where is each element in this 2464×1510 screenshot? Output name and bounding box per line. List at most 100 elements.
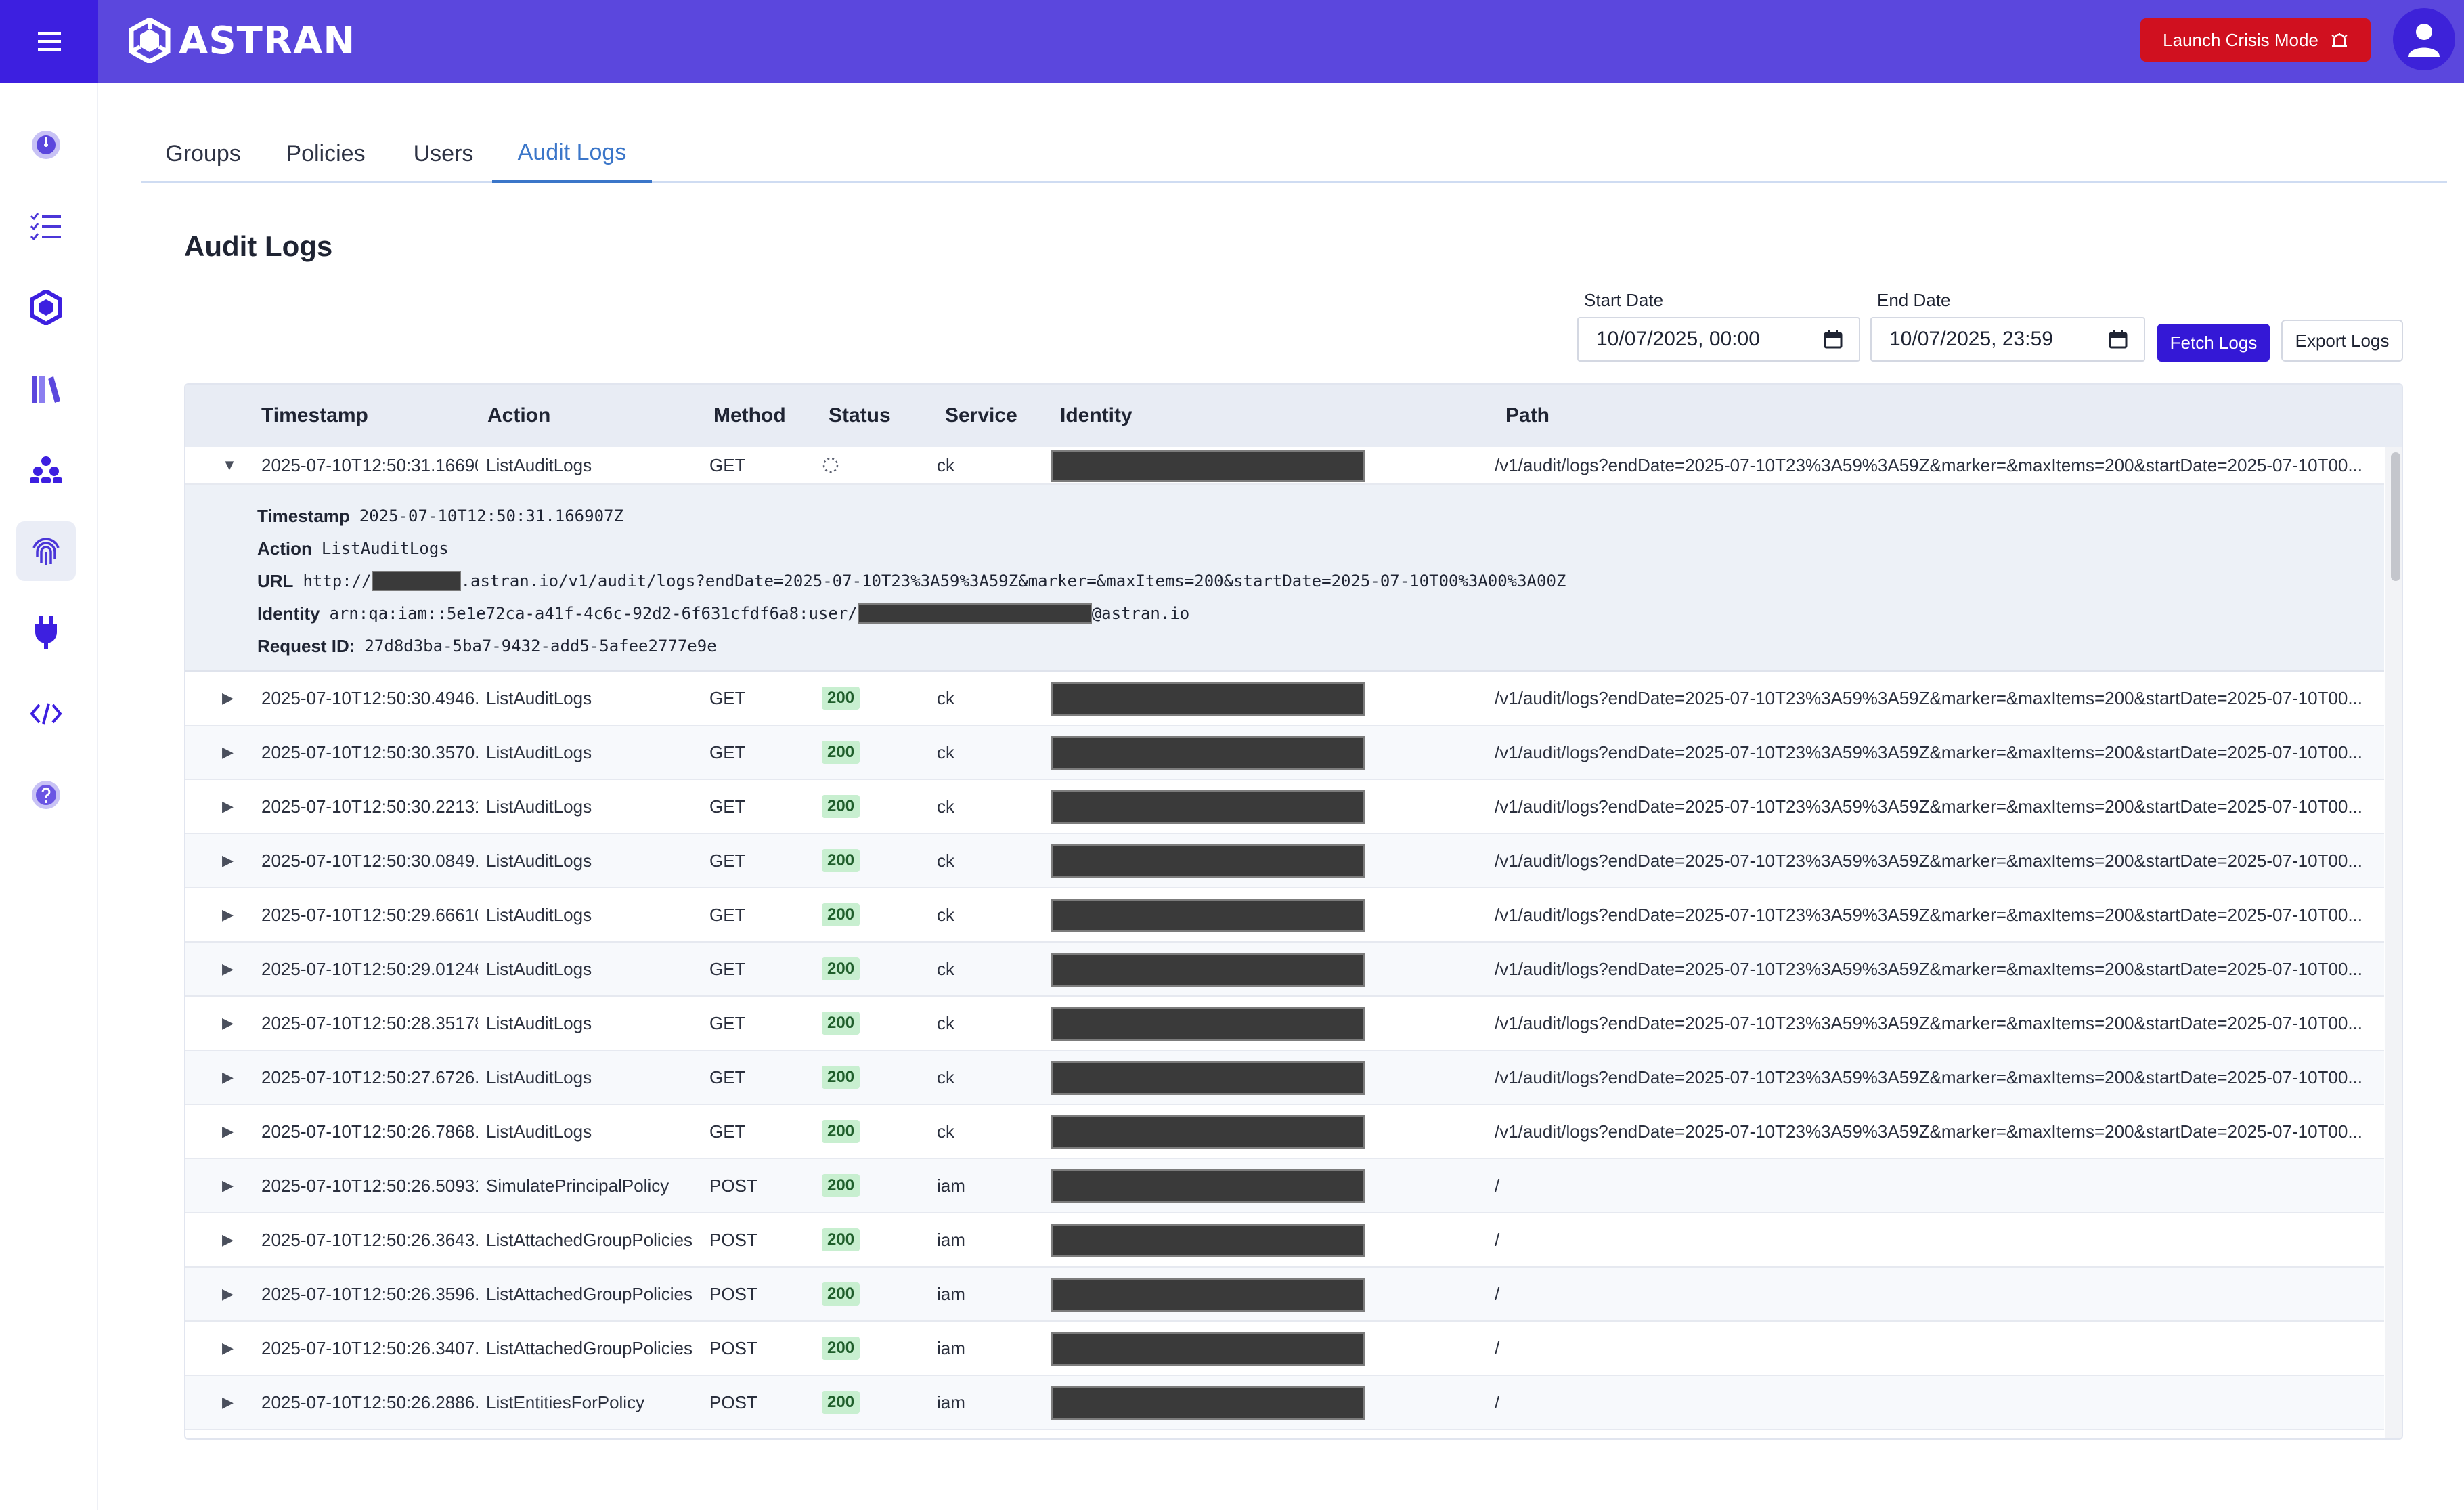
table-row[interactable]: ▶ 2025-07-10T12:50:26.3407... ListAttached… bbox=[185, 1322, 2384, 1376]
detail-url: URL http:// .astran.io/v1/audit/logs?end… bbox=[257, 565, 2384, 597]
col-action[interactable]: Action bbox=[487, 404, 551, 427]
cell-action: ListEntitiesForPolicy bbox=[486, 1392, 645, 1412]
fetch-logs-button[interactable]: Fetch Logs bbox=[2157, 324, 2270, 362]
col-timestamp[interactable]: Timestamp bbox=[261, 404, 368, 427]
col-service[interactable]: Service bbox=[945, 404, 1017, 427]
cell-service: iam bbox=[937, 1337, 965, 1358]
hamburger-menu-button[interactable] bbox=[0, 0, 98, 83]
expand-toggle-icon[interactable]: ▶ bbox=[222, 960, 234, 977]
cell-service: ck bbox=[937, 741, 954, 762]
identity-redacted bbox=[1051, 1007, 1365, 1041]
expand-toggle-icon[interactable]: ▶ bbox=[222, 852, 234, 869]
col-identity[interactable]: Identity bbox=[1060, 404, 1132, 427]
detail-key: Identity bbox=[257, 603, 320, 624]
cell-timestamp: 2025-07-10T12:50:26.7868... bbox=[261, 1121, 478, 1142]
cell-service: iam bbox=[937, 1229, 965, 1250]
expand-toggle-icon[interactable]: ▶ bbox=[222, 1394, 234, 1410]
sidebar-item-organization[interactable] bbox=[16, 440, 76, 500]
table-row[interactable]: ▶ 2025-07-10T12:50:30.4946... ListAuditLog… bbox=[185, 672, 2384, 726]
expand-toggle-icon[interactable]: ▶ bbox=[222, 1177, 234, 1194]
cell-method: GET bbox=[709, 1121, 746, 1142]
sidebar-item-integrations[interactable] bbox=[16, 603, 76, 662]
table-row[interactable]: ▶ 2025-07-10T12:50:28.35178... ListAuditLo… bbox=[185, 997, 2384, 1051]
sidebar-item-tasks[interactable] bbox=[16, 196, 76, 256]
hexagon-network-icon bbox=[30, 290, 62, 325]
cell-service: iam bbox=[937, 1392, 965, 1412]
cell-path: / bbox=[1495, 1229, 1500, 1250]
expand-toggle-icon[interactable]: ▶ bbox=[222, 1014, 234, 1031]
sidebar-item-help[interactable] bbox=[16, 765, 76, 825]
tab-policies[interactable]: Policies bbox=[286, 140, 366, 167]
start-date-input[interactable]: 10/07/2025, 00:00 bbox=[1577, 317, 1860, 362]
expand-toggle-icon[interactable]: ▶ bbox=[222, 1123, 234, 1140]
export-logs-button[interactable]: Export Logs bbox=[2281, 320, 2403, 362]
table-row-expanded[interactable]: ▼ 2025-07-10T12:50:31.16690... ListAudit… bbox=[185, 447, 2384, 485]
end-date-input[interactable]: 10/07/2025, 23:59 bbox=[1870, 317, 2145, 362]
identity-redacted bbox=[1051, 1278, 1365, 1312]
expand-toggle-icon[interactable]: ▶ bbox=[222, 743, 234, 760]
cell-timestamp: 2025-07-10T12:50:31.16690... bbox=[261, 454, 478, 475]
sidebar-item-network[interactable] bbox=[16, 278, 76, 337]
url-host-redacted bbox=[371, 571, 461, 591]
status-badge: 200 bbox=[822, 849, 860, 872]
table-row[interactable]: ▶ 2025-07-10T12:50:30.0849... ListAuditLog… bbox=[185, 834, 2384, 888]
table-row[interactable]: ▶ 2025-07-10T12:50:29.66610... ListAuditLo… bbox=[185, 888, 2384, 943]
expand-toggle-icon[interactable]: ▶ bbox=[222, 1231, 234, 1248]
table-row[interactable]: ▶ 2025-07-10T12:50:29.01246... ListAuditLo… bbox=[185, 943, 2384, 997]
table-row[interactable]: ▶ 2025-07-10T12:50:26.50931... SimulatePri… bbox=[185, 1159, 2384, 1213]
cell-status: 200 bbox=[822, 943, 923, 995]
sidebar-item-developer[interactable] bbox=[16, 684, 76, 743]
table-row[interactable]: ▶ 2025-07-10T12:50:26.3596... ListAttached… bbox=[185, 1268, 2384, 1322]
cell-timestamp: 2025-07-10T12:50:26.2886... bbox=[261, 1392, 478, 1412]
sidebar bbox=[0, 83, 98, 1510]
tab-users[interactable]: Users bbox=[413, 140, 474, 167]
cell-action: ListAuditLogs bbox=[486, 1012, 592, 1033]
status-badge: 200 bbox=[822, 687, 860, 710]
table-row[interactable]: ▶ 2025-07-10T12:50:26.3643... ListAttached… bbox=[185, 1213, 2384, 1268]
sidebar-item-library[interactable] bbox=[16, 359, 76, 418]
cell-timestamp: 2025-07-10T12:50:30.22131... bbox=[261, 796, 478, 817]
audit-log-table: Timestamp Action Method Status Service I… bbox=[184, 383, 2403, 1440]
table-row[interactable]: ▶ 2025-07-10T12:50:30.22131... ListAuditLo… bbox=[185, 780, 2384, 834]
expand-toggle-icon[interactable]: ▶ bbox=[222, 1339, 234, 1356]
expand-toggle-icon[interactable]: ▶ bbox=[222, 689, 234, 706]
identity-redacted bbox=[1051, 450, 1365, 482]
expand-toggle-icon[interactable]: ▶ bbox=[222, 906, 234, 923]
expand-toggle-icon[interactable]: ▶ bbox=[222, 1285, 234, 1302]
identity-redacted bbox=[1051, 682, 1365, 716]
detail-value: http:// bbox=[303, 571, 372, 590]
cell-status: 200 bbox=[822, 672, 923, 725]
launch-crisis-mode-button[interactable]: Launch Crisis Mode bbox=[2140, 18, 2371, 62]
tab-audit-logs[interactable]: Audit Logs bbox=[492, 125, 652, 183]
user-avatar[interactable] bbox=[2393, 8, 2455, 70]
tab-groups[interactable]: Groups bbox=[165, 140, 241, 167]
org-hierarchy-icon bbox=[30, 456, 62, 483]
sidebar-item-dashboard[interactable] bbox=[16, 115, 76, 175]
status-badge: 200 bbox=[822, 1337, 860, 1360]
cell-path: /v1/audit/logs?endDate=2025-07-10T23%3A5… bbox=[1495, 1066, 2362, 1087]
table-row[interactable]: ▶ 2025-07-10T12:50:26.7868... ListAuditLog… bbox=[185, 1105, 2384, 1159]
astran-logo[interactable]: ASTRAN bbox=[129, 16, 355, 65]
logo-text: ASTRAN bbox=[179, 18, 356, 63]
expand-toggle-icon[interactable]: ▶ bbox=[222, 1069, 234, 1085]
expand-toggle-icon[interactable]: ▶ bbox=[222, 798, 234, 815]
help-icon bbox=[32, 781, 60, 809]
table-row[interactable]: ▶ 2025-07-10T12:50:30.3570... ListAuditLog… bbox=[185, 726, 2384, 780]
table-row[interactable]: ▶ 2025-07-10T12:50:27.6726... ListAuditLog… bbox=[185, 1051, 2384, 1105]
scrollbar-thumb[interactable] bbox=[2391, 452, 2400, 581]
table-scrollbar[interactable] bbox=[2385, 447, 2402, 1438]
cell-service: iam bbox=[937, 1175, 965, 1196]
cell-timestamp: 2025-07-10T12:50:26.3643... bbox=[261, 1229, 478, 1250]
col-path[interactable]: Path bbox=[1505, 404, 1550, 427]
cell-action: ListAuditLogs bbox=[486, 796, 592, 817]
cell-path: /v1/audit/logs?endDate=2025-07-10T23%3A5… bbox=[1495, 741, 2362, 762]
table-row[interactable]: ▶ 2025-07-10T12:50:26.2886... ListEntities… bbox=[185, 1376, 2384, 1430]
col-status[interactable]: Status bbox=[829, 404, 891, 427]
collapse-toggle-icon[interactable]: ▼ bbox=[222, 456, 237, 473]
cell-status: 200 bbox=[822, 1376, 923, 1429]
cell-method: POST bbox=[709, 1229, 757, 1250]
calendar-icon bbox=[1824, 330, 1843, 349]
detail-key: Action bbox=[257, 538, 312, 559]
col-method[interactable]: Method bbox=[713, 404, 786, 427]
sidebar-item-identity[interactable] bbox=[16, 521, 76, 581]
